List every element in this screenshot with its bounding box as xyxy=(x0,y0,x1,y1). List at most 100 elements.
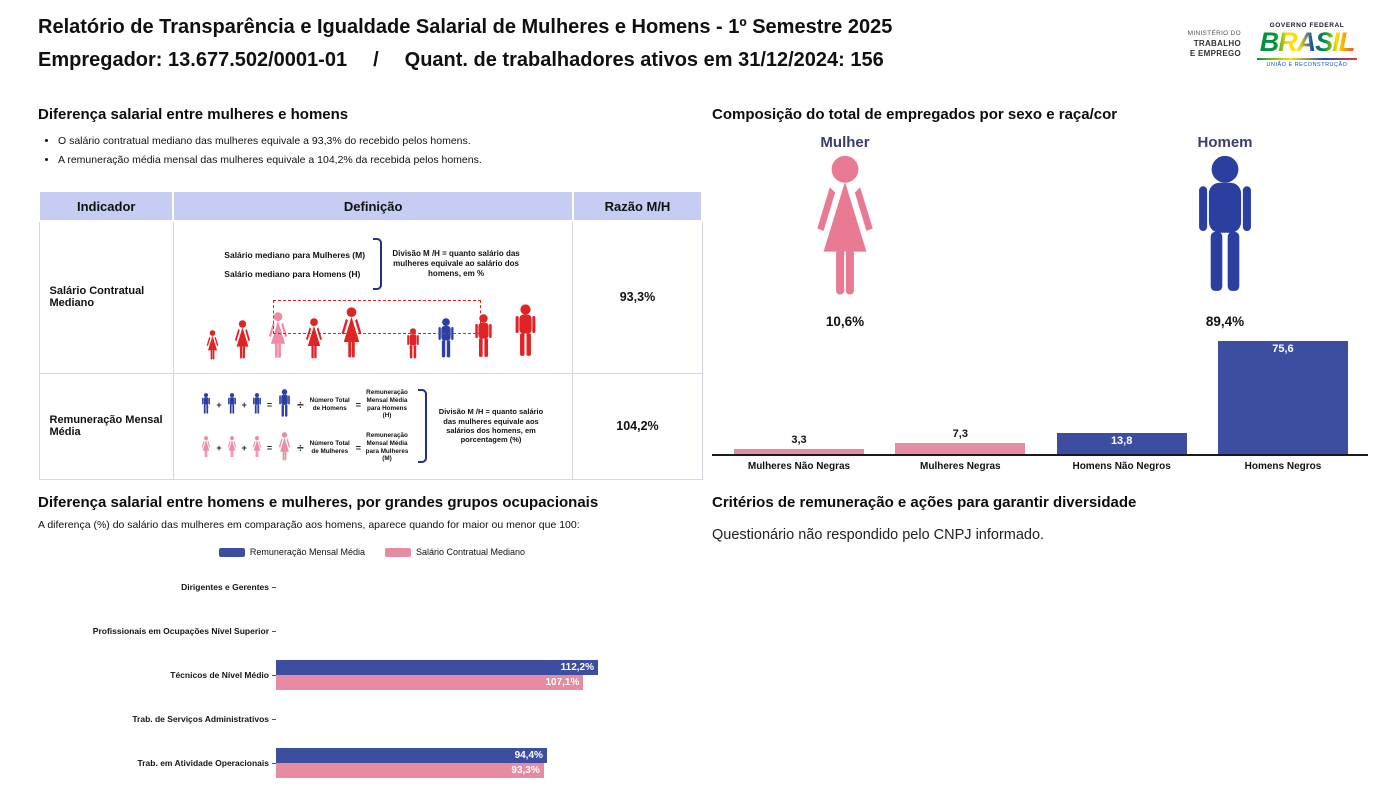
table-row-salario-contratual-mediano: Salário Contratual Mediano Salário media… xyxy=(38,220,703,374)
row-dirigentes-e-gerentes: Dirigentes e Gerentes xyxy=(38,565,706,609)
page-subtitle: Empregador: 13.677.502/0001-01 / Quant. de… xyxy=(38,49,892,72)
bar-salario-contratual-mediano: 107,1% xyxy=(276,675,584,690)
bracket-shape xyxy=(418,389,427,463)
bar-value-label: 94,4% xyxy=(514,750,543,761)
salary-gap-heading: Diferença salarial entre mulheres e home… xyxy=(38,106,349,123)
bar-value-label: 3,3 xyxy=(791,434,807,447)
male-person-icon xyxy=(507,304,544,362)
female-percentage: 10,6% xyxy=(825,314,865,329)
employer-id: Empregador: 13.677.502/0001-01 xyxy=(38,49,348,71)
average-pay-diagram: + + = ÷ Número Total de Homens = Remuner… xyxy=(174,383,573,469)
male-person-icon xyxy=(250,393,264,416)
female-person-icon xyxy=(203,330,222,362)
equals-sign: = xyxy=(266,399,273,410)
ministry-line-1: MINISTÉRIO DO xyxy=(1187,30,1241,38)
plus-sign: + xyxy=(241,442,247,453)
female-person-icon xyxy=(199,436,213,459)
equals-sign: = xyxy=(355,399,361,410)
diversity-section: Critérios de remuneração e ações para ga… xyxy=(712,494,1362,543)
bar: 75,6 xyxy=(1217,340,1348,454)
category-label: Profissionais em Ocupações Nível Superio… xyxy=(38,626,276,636)
divide-sign: ÷ xyxy=(297,440,304,455)
diversity-heading: Critérios de remuneração e ações para ga… xyxy=(712,494,1137,511)
dashed-highlight-box xyxy=(272,300,482,335)
bar-group-homens-negros: 75,6 xyxy=(1217,340,1348,454)
bracket-shape xyxy=(373,238,383,291)
diversity-text: Questionário não respondido pelo CNPJ in… xyxy=(712,527,1045,543)
women-average-formula: + + = ÷ Número Total de Mulheres = Remun… xyxy=(199,432,410,463)
bar-group-homens-nao-negros: 13,8 xyxy=(1056,433,1187,454)
median-salary-diagram: Salário mediano para Mulheres (M) Salári… xyxy=(174,228,573,366)
brasil-wordmark: BRASIL xyxy=(1257,29,1357,56)
men-average-label: Remuneração Mensal Média para Homens (H) xyxy=(366,389,408,420)
division-note: Divisão M /H = quanto salário das mulher… xyxy=(392,249,520,279)
equals-sign: = xyxy=(266,442,273,453)
divide-sign: ÷ xyxy=(297,397,304,412)
row-tecnicos-nivel-medio: Técnicos de Nível Médio 112,2% 107,1% xyxy=(38,653,706,697)
composition-heading: Composição do total de empregados por se… xyxy=(712,106,1118,123)
category-label: Homens Não Negros xyxy=(1072,460,1171,472)
occupational-section: Diferença salarial entre homens e mulher… xyxy=(38,494,706,785)
subtitle-separator: / xyxy=(373,49,379,71)
composition-bar-chart: 3,3 7,3 13,8 75,6 xyxy=(712,338,1368,472)
bar-value-label: 13,8 xyxy=(1110,435,1133,448)
uniao-e-reconstrucao-label: UNIÃO E RECONSTRUÇÃO xyxy=(1266,62,1348,68)
bullet-median-salary: O salário contratual mediano das mulhere… xyxy=(58,135,703,147)
plus-sign: + xyxy=(216,442,222,453)
category-label: Homens Negros xyxy=(1244,460,1322,472)
male-person-icon-large xyxy=(275,389,294,420)
bar xyxy=(734,449,864,454)
legend-label: Salário Contratual Mediano xyxy=(415,547,526,557)
active-workers-count: Quant. de trabalhadores ativos em 31/12/… xyxy=(404,49,884,71)
people-illustration xyxy=(180,300,567,362)
category-label: Mulheres Não Negras xyxy=(747,460,851,472)
bar xyxy=(895,443,1026,454)
ministry-line-3: E EMPREGO xyxy=(1189,49,1241,59)
plus-sign: + xyxy=(216,399,222,410)
category-label: Técnicos de Nível Médio xyxy=(38,670,276,680)
bar-value-label: 7,3 xyxy=(952,428,968,441)
bar-group-mulheres-nao-negras: 3,3 xyxy=(734,434,864,454)
male-person-icon xyxy=(199,393,213,416)
category-label: Dirigentes e Gerentes xyxy=(38,582,276,592)
bar-value-label: 112,2% xyxy=(560,662,594,673)
salary-gap-bullets: O salário contratual mediano das mulhere… xyxy=(58,135,703,166)
ratio-value: 93,3% xyxy=(572,220,703,374)
men-count-label: Número Total de Homens xyxy=(309,396,350,412)
governo-federal-logo: GOVERNO FEDERAL BRASIL UNIÃO E RECONSTRU… xyxy=(1257,22,1357,68)
female-figure-block: Mulher 10,6% xyxy=(775,134,915,329)
composition-section: Composição do total de empregados por se… xyxy=(712,106,1368,486)
female-figure-icon xyxy=(799,155,891,307)
male-label: Homem xyxy=(1197,134,1253,151)
bar-value-label: 75,6 xyxy=(1272,342,1294,355)
governo-federal-label: GOVERNO FEDERAL xyxy=(1269,22,1345,29)
indicator-table: Indicador Definição Razão M/H Salário Co… xyxy=(37,190,704,480)
col-header-indicador: Indicador xyxy=(37,190,175,222)
category-label: Mulheres Negras xyxy=(920,460,1001,472)
median-men-label: Salário mediano para Homens (H) xyxy=(224,268,361,279)
report-header: Relatório de Transparência e Igualdade S… xyxy=(38,16,892,72)
bar-value-label: 107,1% xyxy=(545,677,580,688)
bar-group-mulheres-negras: 7,3 xyxy=(895,428,1026,454)
women-count-label: Número Total de Mulheres xyxy=(309,439,350,455)
male-percentage: 89,4% xyxy=(1205,314,1245,329)
legend-label: Remuneração Mensal Média xyxy=(249,547,365,557)
table-row-remuneracao-mensal-media: Remuneração Mensal Média + + = xyxy=(38,372,703,480)
bar-salario-contratual-mediano: 93,3% xyxy=(276,763,544,778)
ministry-logo: MINISTÉRIO DO TRABALHO E EMPREGO xyxy=(1188,30,1241,59)
legend-remuneracao: Remuneração Mensal Média xyxy=(218,547,365,557)
logo-area: MINISTÉRIO DO TRABALHO E EMPREGO GOVERNO… xyxy=(1188,22,1357,68)
median-women-label: Salário mediano para Mulheres (M) xyxy=(224,249,366,260)
category-label: Trab. em Atividade Operacionais xyxy=(38,758,276,768)
table-header-row: Indicador Definição Razão M/H xyxy=(37,190,704,222)
occupational-subtitle: A diferença (%) do salário das mulheres … xyxy=(38,519,580,531)
occupational-heading: Diferença salarial entre homens e mulher… xyxy=(38,494,599,511)
col-header-definicao: Definição xyxy=(172,190,574,222)
legend-swatch-blue xyxy=(218,547,245,557)
male-figure-block: Homem 89,4% xyxy=(1155,134,1295,329)
legend-salario: Salário Contratual Mediano xyxy=(384,547,526,557)
ratio-value: 104,2% xyxy=(572,372,703,480)
plus-sign: + xyxy=(241,399,247,410)
bullet-average-pay: A remuneração média mensal das mulheres … xyxy=(58,154,703,166)
